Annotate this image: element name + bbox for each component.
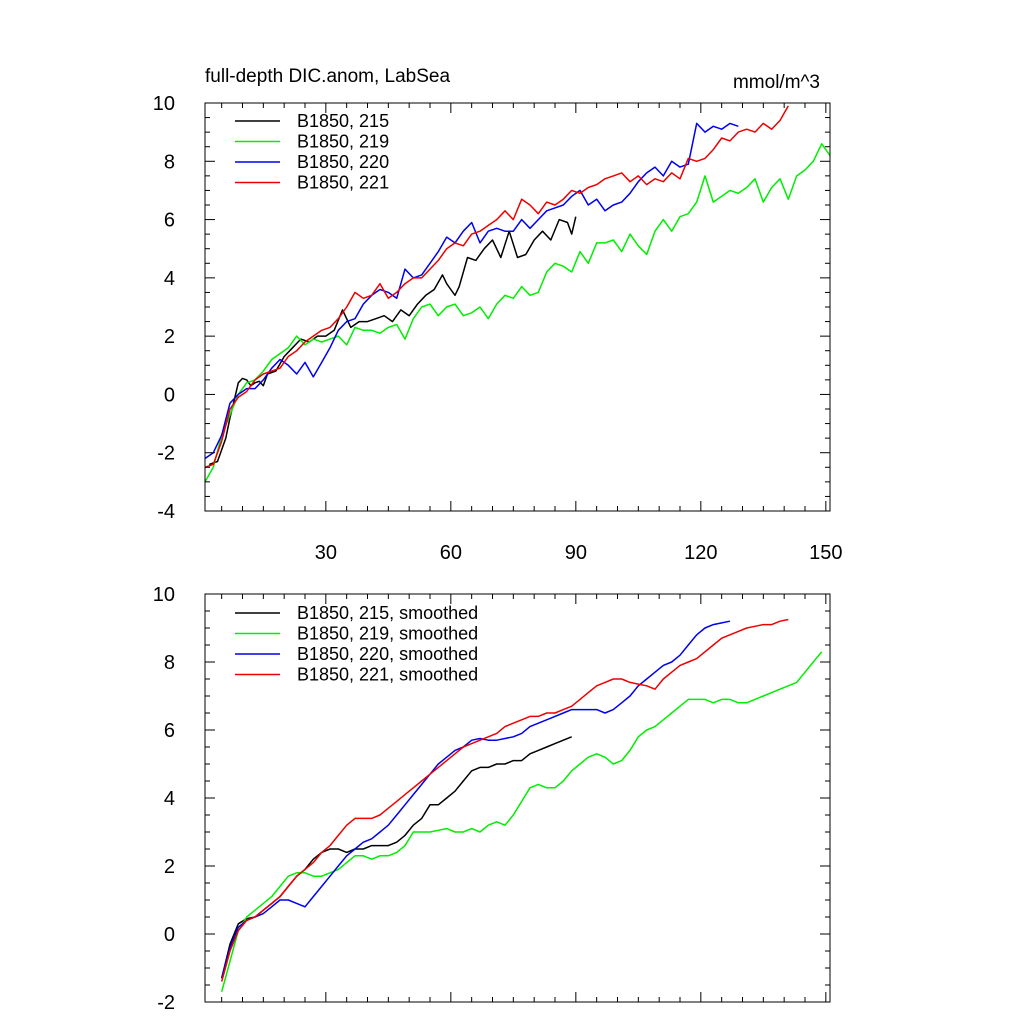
- x-tick-label: 120: [684, 542, 717, 564]
- x-tick-label: 60: [440, 542, 462, 564]
- x-tick-label: 90: [565, 542, 587, 564]
- legend-label: B1850, 215, smoothed: [297, 603, 478, 623]
- chart-title: full-depth DIC.anom, LabSea: [205, 66, 450, 87]
- series-line-2: [204, 122, 739, 460]
- y-tick-label: 4: [164, 268, 175, 290]
- y-tick-label: 4: [164, 788, 175, 810]
- legend-label: B1850, 219, smoothed: [297, 624, 478, 644]
- series-line-0: [208, 216, 577, 466]
- y-tick-label: -2: [157, 443, 175, 465]
- x-tick-label: 30: [315, 542, 337, 564]
- legend-label: B1850, 221: [297, 173, 389, 193]
- dic-anomaly-panel: full-depth DIC.anom, LabSea mmol/m^3 -4 -…: [153, 66, 843, 564]
- y-tick-label: 10: [153, 584, 175, 606]
- y-tick-label: 2: [164, 326, 175, 348]
- series-line-3: [204, 105, 789, 469]
- x-tick-label: 150: [809, 542, 842, 564]
- y-tick-label: 2: [164, 856, 175, 878]
- units-label: mmol/m^3: [733, 72, 820, 93]
- series-line-1: [220, 651, 823, 992]
- y-tick-label: 6: [164, 720, 175, 742]
- legend-label: B1850, 220, smoothed: [297, 644, 478, 664]
- series-line-1: [204, 143, 831, 483]
- series-line-2: [220, 620, 731, 979]
- y-tick-label: 0: [164, 384, 175, 406]
- legend-label: B1850, 221, smoothed: [297, 665, 478, 685]
- y-tick-label: -2: [157, 992, 175, 1014]
- series-line-0: [220, 736, 572, 979]
- y-tick-label: -4: [157, 501, 175, 523]
- y-tick-label: 0: [164, 924, 175, 946]
- y-tick-label: 10: [153, 93, 175, 115]
- y-tick-label: 6: [164, 210, 175, 232]
- series-line-3: [220, 618, 789, 982]
- y-tick-label: 8: [164, 652, 175, 674]
- legend-label: B1850, 219: [297, 132, 389, 152]
- legend-label: B1850, 215: [297, 111, 389, 131]
- legend-label: B1850, 220: [297, 152, 389, 172]
- y-tick-label: 8: [164, 151, 175, 173]
